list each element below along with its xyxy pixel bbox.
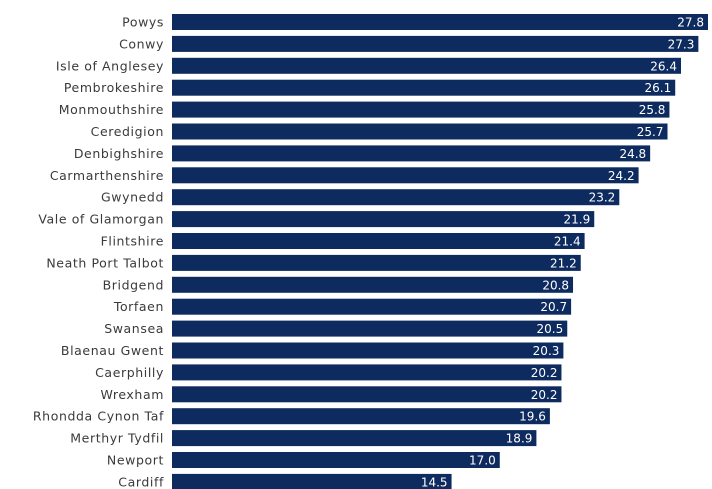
value-label: 25.8 — [639, 103, 666, 117]
category-label: Newport — [107, 453, 164, 468]
category-label: Vale of Glamorgan — [38, 212, 164, 227]
value-label: 27.3 — [668, 37, 695, 51]
value-label: 17.0 — [469, 454, 496, 468]
value-label: 18.9 — [506, 432, 533, 446]
category-label: Flintshire — [101, 234, 164, 249]
category-label: Pembrokeshire — [64, 80, 164, 95]
category-label: Bridgend — [103, 277, 164, 292]
category-label: Wrexham — [101, 387, 165, 402]
bar — [172, 298, 572, 315]
category-label: Torfaen — [113, 299, 164, 314]
bar — [172, 101, 670, 118]
value-label: 20.8 — [542, 278, 569, 292]
category-label: Rhondda Cynon Taf — [33, 409, 164, 424]
bar — [172, 145, 651, 162]
bar — [172, 386, 562, 403]
value-label: 20.2 — [531, 366, 558, 380]
bar — [172, 14, 708, 30]
value-label: 23.2 — [589, 191, 616, 205]
value-label: 20.7 — [540, 300, 567, 314]
value-label: 19.6 — [519, 410, 546, 424]
bar — [172, 57, 682, 74]
category-label: Powys — [122, 15, 164, 30]
bar — [172, 276, 574, 293]
bar — [172, 342, 564, 359]
value-label: 21.4 — [554, 235, 581, 249]
value-label: 24.2 — [608, 169, 635, 183]
value-label: 25.7 — [637, 125, 664, 139]
category-label: Carmarthenshire — [50, 168, 164, 183]
bar — [172, 320, 568, 337]
value-label: 21.9 — [564, 213, 591, 227]
category-label: Monmouthshire — [59, 102, 164, 117]
value-label: 20.3 — [533, 344, 560, 358]
category-label: Caerphilly — [95, 365, 164, 380]
bar — [172, 473, 452, 489]
value-label: 20.2 — [531, 388, 558, 402]
category-label: Gwynedd — [101, 190, 164, 205]
category-label: Cardiff — [118, 474, 164, 489]
category-label: Denbighshire — [74, 146, 164, 161]
value-label: 21.2 — [550, 256, 577, 270]
bar — [172, 189, 620, 206]
value-label: 26.4 — [650, 59, 677, 73]
bar — [172, 35, 699, 52]
value-label: 27.8 — [677, 16, 704, 30]
bar — [172, 452, 500, 468]
value-label: 14.5 — [421, 475, 448, 489]
bar — [172, 430, 537, 447]
category-label: Ceredigion — [91, 124, 164, 139]
bar — [172, 364, 562, 381]
category-label: Conwy — [119, 36, 164, 51]
bar — [172, 211, 595, 228]
category-label: Blaenau Gwent — [61, 343, 164, 358]
bar — [172, 167, 639, 184]
category-label: Isle of Anglesey — [56, 58, 164, 73]
value-label: 24.8 — [619, 147, 646, 161]
bar — [172, 254, 581, 271]
bar — [172, 233, 585, 249]
value-label: 26.1 — [645, 81, 672, 95]
category-label: Swansea — [104, 321, 164, 336]
category-label: Neath Port Talbot — [46, 255, 164, 270]
bar — [172, 79, 676, 96]
bar — [172, 123, 668, 140]
category-label: Merthyr Tydfil — [70, 431, 164, 446]
bar — [172, 408, 550, 425]
value-label: 20.5 — [537, 322, 564, 336]
